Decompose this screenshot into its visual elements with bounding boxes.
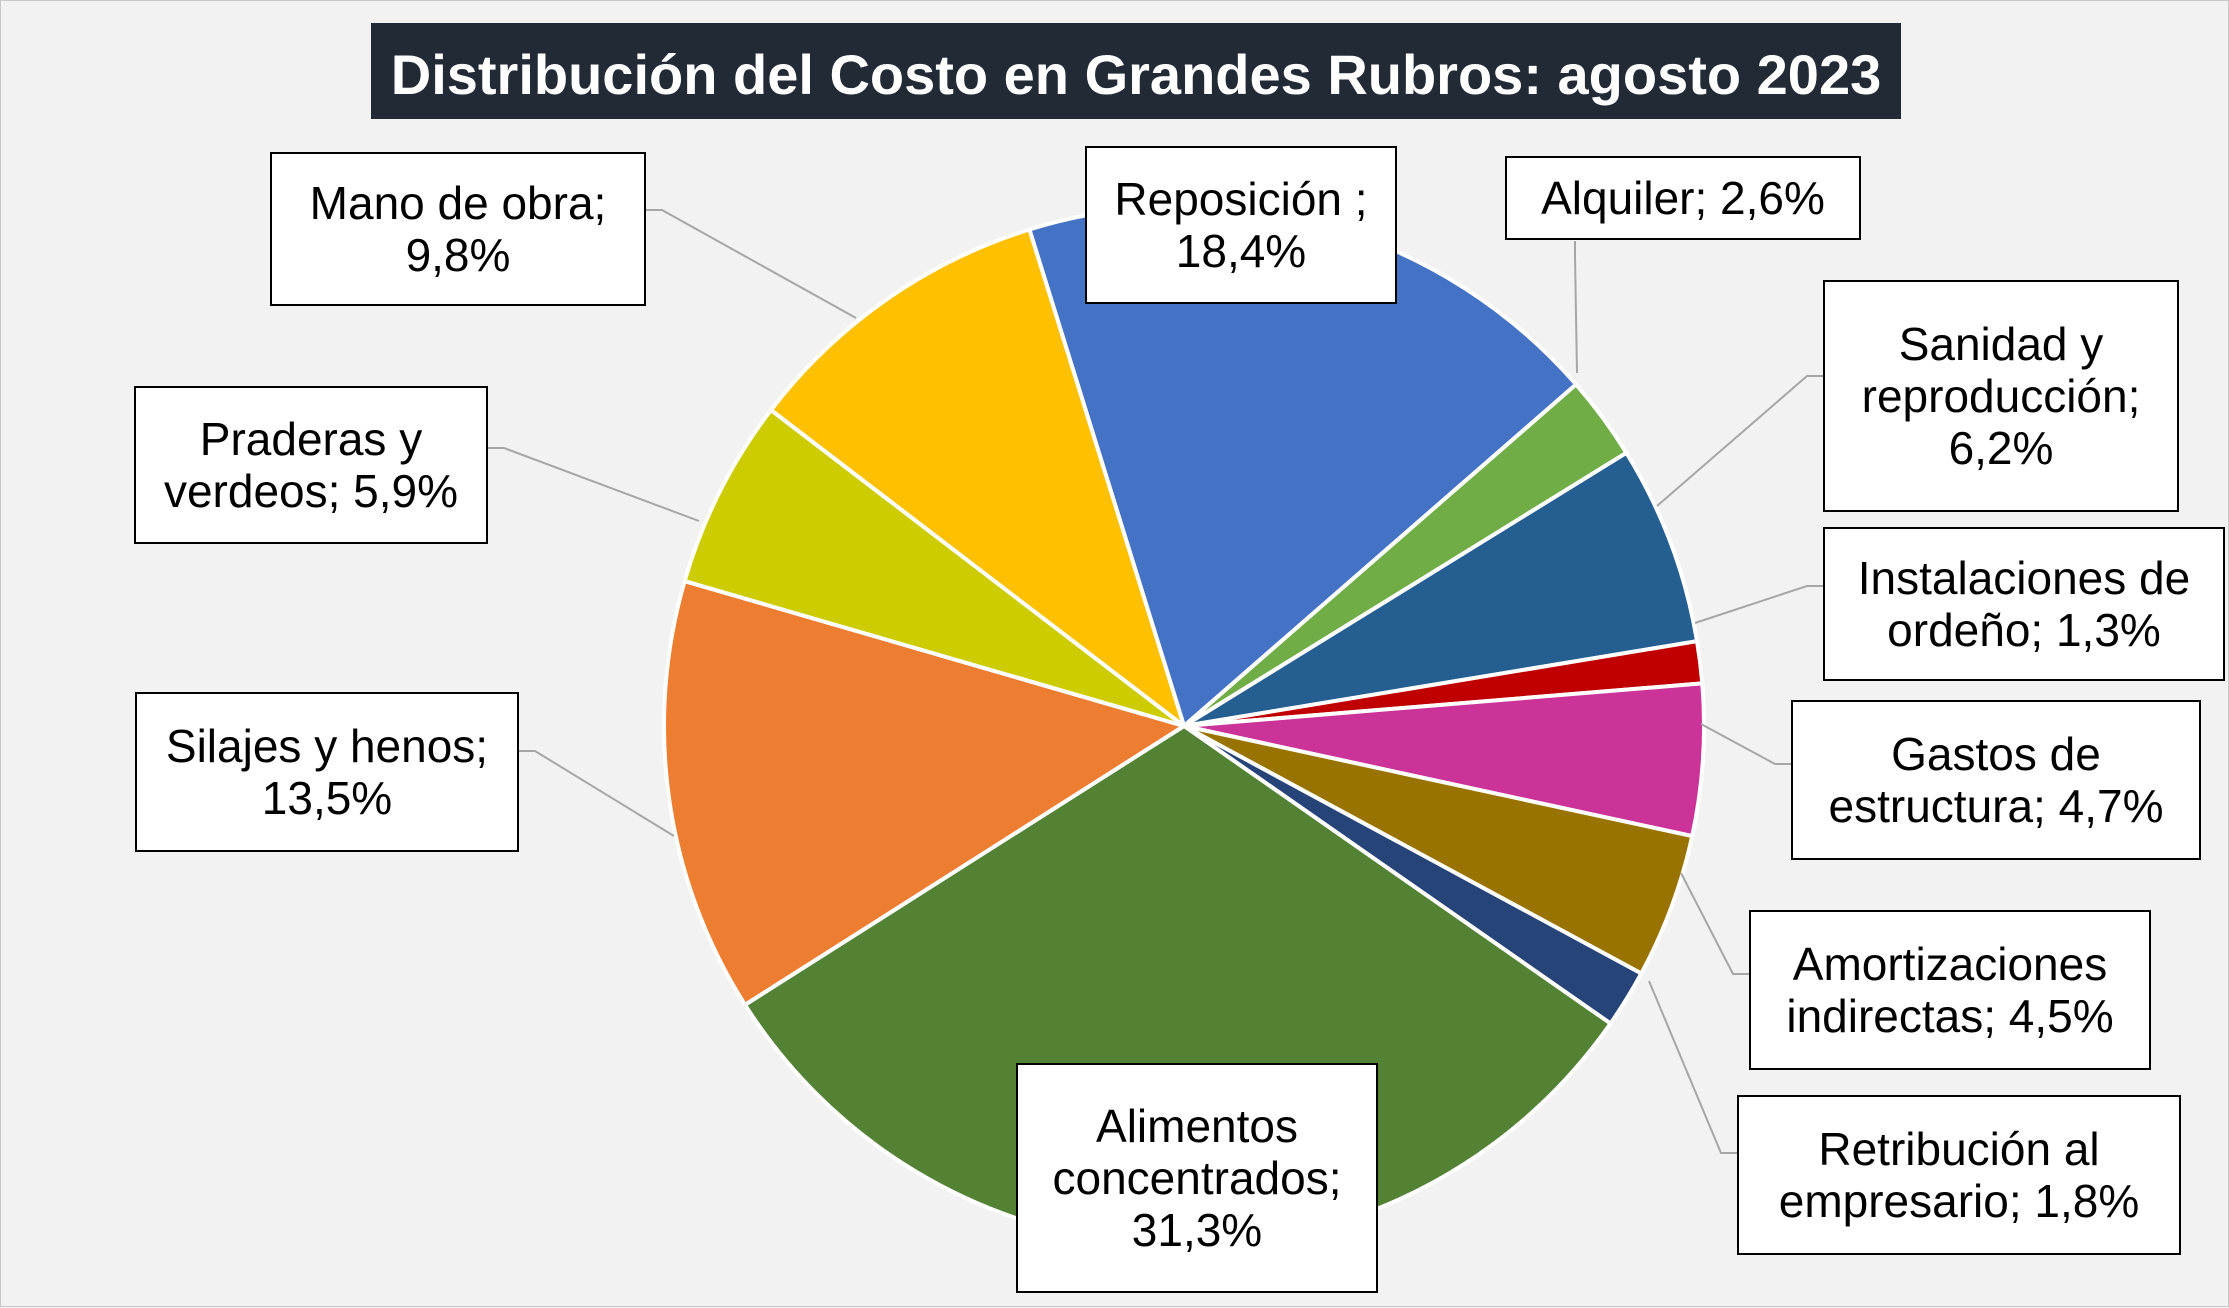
data-label-text: 31,3% (1132, 1204, 1262, 1256)
data-label: Mano de obra;9,8% (270, 152, 646, 306)
leader-line (519, 750, 675, 837)
data-label-box (1823, 280, 2179, 512)
leader-line (1694, 585, 1823, 624)
data-label-text: Instalaciones de (1858, 552, 2190, 604)
data-label-box (1737, 1095, 2181, 1255)
data-label-text: 13,5% (262, 772, 392, 824)
leader-lines (488, 209, 1823, 1154)
data-label-text: 6,2% (1949, 422, 2054, 474)
chart-title: Distribución del Costo en Grandes Rubros… (391, 43, 1881, 106)
leader-line (646, 209, 857, 319)
leader-line (1656, 375, 1823, 507)
data-label-text: Silajes y henos; (166, 720, 488, 772)
leader-line (488, 447, 700, 522)
data-label-box (1085, 146, 1397, 304)
data-label-text: indirectas; 4,5% (1786, 990, 2113, 1042)
data-label-text: reproducción; (1862, 370, 2141, 422)
data-label-box (134, 386, 488, 544)
pie-slices (661, 204, 1706, 1248)
leader-line (1574, 241, 1578, 374)
data-label: Reposición ;18,4% (1085, 146, 1397, 304)
data-label-text: verdeos; 5,9% (164, 465, 458, 517)
pie-slice (661, 579, 1186, 1007)
data-label-text: 18,4% (1176, 225, 1306, 277)
data-label-text: estructura; 4,7% (1829, 780, 2164, 832)
data-label-box (1791, 700, 2201, 860)
data-label-box (1749, 910, 2151, 1070)
data-label-text: Sanidad y (1899, 318, 2104, 370)
leader-line (1648, 980, 1737, 1154)
data-label-box (270, 152, 646, 306)
data-label-text: ordeño; 1,3% (1887, 604, 2161, 656)
pie-slice (682, 408, 1186, 728)
data-label-text: Alimentos (1096, 1100, 1298, 1152)
data-label-text: Reposición ; (1114, 173, 1367, 225)
data-label-text: Praderas y (200, 413, 422, 465)
data-label-text: Mano de obra; (310, 177, 607, 229)
data-labels: Reposición ;18,4% Alquiler; 2,6% Sanidad y… (134, 146, 2225, 1293)
leader-line (1700, 723, 1791, 765)
pie-slice (1182, 681, 1706, 839)
data-label: Silajes y henos;13,5% (135, 692, 519, 852)
data-label-box (1016, 1063, 1378, 1293)
data-label: Alquiler; 2,6% (1505, 156, 1861, 240)
chart-title-background (371, 23, 1901, 119)
leader-line (1680, 872, 1749, 975)
data-label-text: concentrados; (1053, 1152, 1342, 1204)
data-label-text: Retribución al (1818, 1123, 2099, 1175)
data-label-text: Amortizaciones (1793, 938, 2107, 990)
pie-slice (769, 227, 1186, 728)
data-label-text: empresario; 1,8% (1779, 1175, 2140, 1227)
data-label-box (1823, 527, 2225, 681)
data-label-box (1505, 156, 1861, 240)
data-label-text: 9,8% (406, 229, 511, 281)
pie-slice (1182, 450, 1699, 728)
data-label-text: Alquiler; 2,6% (1541, 172, 1825, 224)
data-label-text: Gastos de (1891, 728, 2101, 780)
data-label-box (135, 692, 519, 852)
